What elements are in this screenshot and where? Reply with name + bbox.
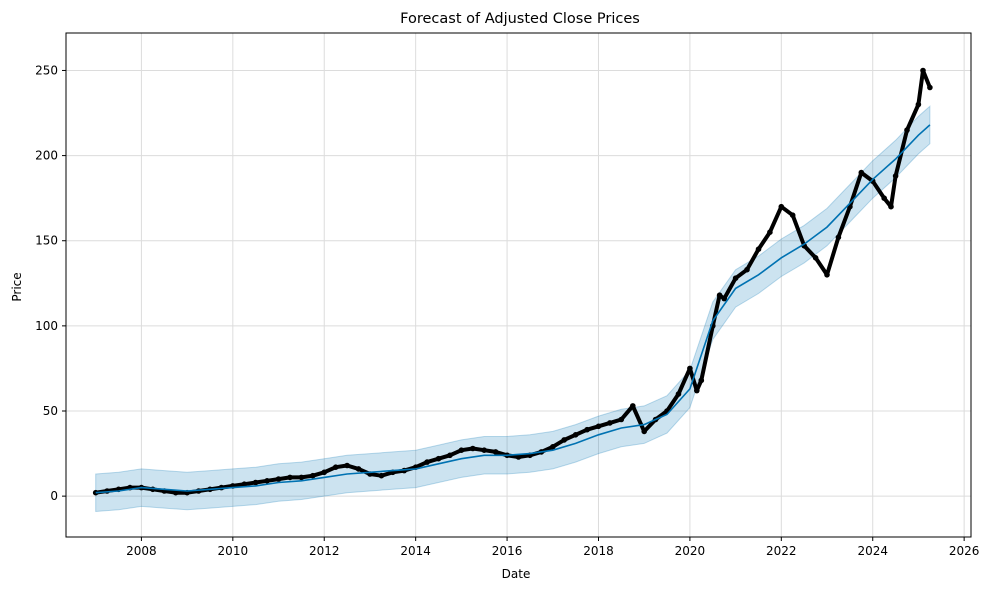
actual-point <box>892 173 899 179</box>
uncertainty-band-group <box>95 105 931 513</box>
y-tick-label: 0 <box>50 489 58 503</box>
x-axis-label: Date <box>502 567 531 581</box>
x-tick-label: 2024 <box>857 544 888 558</box>
y-tick-label: 150 <box>35 234 58 248</box>
y-tick-label: 50 <box>43 404 58 418</box>
actual-point <box>755 246 762 252</box>
chart-title: Forecast of Adjusted Close Prices <box>400 11 640 27</box>
x-axis-ticks: 2008 2010 2012 2014 2016 2018 2020 2022 2024 2026 <box>126 537 979 558</box>
actual-point <box>767 229 773 235</box>
actual-point <box>344 462 350 469</box>
actual-point <box>915 101 922 108</box>
actual-point <box>275 476 282 482</box>
forecast-line <box>95 124 931 494</box>
actual-point <box>694 387 700 394</box>
actual-point <box>492 449 499 455</box>
y-axis-ticks: 0 50 100 150 200 250 <box>35 63 66 503</box>
actual-point <box>515 454 522 460</box>
actual-point <box>435 455 442 462</box>
actual-point <box>310 472 316 479</box>
actual-point <box>447 452 453 459</box>
actual-points-trace <box>95 68 932 495</box>
actual-point <box>920 67 926 74</box>
actual-point <box>698 377 705 384</box>
actual-point <box>321 469 328 476</box>
actual-point <box>287 474 293 481</box>
actual-point <box>355 466 362 472</box>
actual-point <box>618 416 625 423</box>
actual-point <box>778 203 785 210</box>
y-tick-label: 200 <box>35 149 58 163</box>
actual-point <box>481 447 488 454</box>
actual-point <box>424 459 430 465</box>
y-tick-label: 250 <box>35 63 58 77</box>
grid-lines <box>66 33 971 537</box>
actual-point <box>835 234 842 241</box>
actual-point <box>595 423 602 430</box>
forecast-line-group <box>95 124 931 494</box>
y-tick-label: 100 <box>35 319 58 333</box>
uncertainty-band <box>95 105 931 513</box>
actual-point <box>584 426 590 433</box>
actual-point <box>607 420 613 426</box>
actual-point <box>241 481 248 488</box>
actual-point <box>630 403 636 409</box>
actual-point <box>904 127 910 133</box>
actual-point <box>858 169 865 176</box>
actual-point <box>470 445 476 452</box>
x-tick-label: 2014 <box>400 544 431 558</box>
actual-point <box>641 428 647 435</box>
actual-point <box>824 272 830 278</box>
actual-point <box>716 292 723 299</box>
actual-point <box>881 195 887 201</box>
x-tick-label: 2022 <box>766 544 797 558</box>
actual-point <box>812 254 819 261</box>
y-axis-label: Price <box>10 272 24 301</box>
actual-point <box>264 478 270 484</box>
x-tick-label: 2008 <box>126 544 157 558</box>
actual-point <box>252 479 259 486</box>
x-tick-label: 2010 <box>218 544 249 558</box>
actual-point <box>721 295 727 302</box>
actual-point <box>332 464 339 471</box>
actual-point <box>744 266 750 273</box>
actual-point <box>561 437 567 443</box>
x-tick-label: 2012 <box>309 544 340 558</box>
actual-point <box>550 444 556 450</box>
actual-point <box>172 489 179 496</box>
actual-point <box>869 178 876 184</box>
actual-points-group <box>92 67 933 496</box>
x-tick-label: 2026 <box>949 544 980 558</box>
x-tick-label: 2016 <box>492 544 523 558</box>
actual-point <box>378 472 385 479</box>
x-tick-label: 2020 <box>675 544 706 558</box>
actual-point <box>888 203 894 210</box>
actual-point <box>572 432 579 438</box>
actual-point <box>675 391 682 397</box>
actual-point <box>732 275 739 282</box>
actual-point <box>687 365 693 372</box>
actual-point <box>298 474 305 481</box>
actual-point <box>927 84 933 91</box>
actual-point <box>458 447 465 454</box>
plot-frame <box>65 32 972 538</box>
x-tick-label: 2018 <box>583 544 614 558</box>
actual-point <box>789 212 796 218</box>
